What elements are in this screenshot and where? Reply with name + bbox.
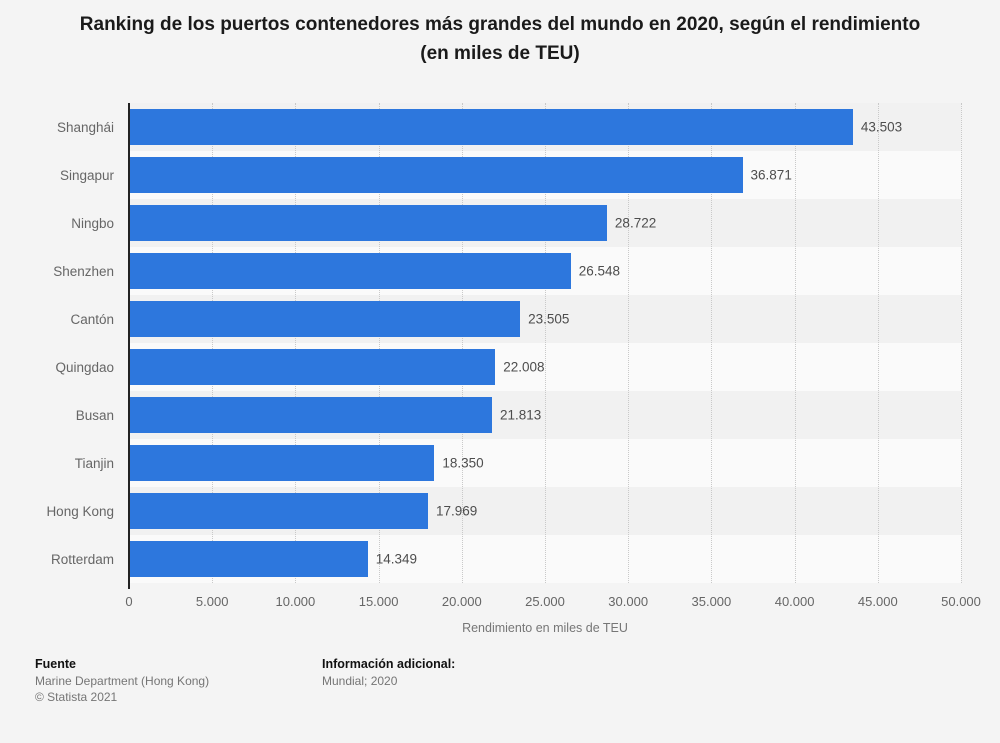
chart-title: Ranking de los puertos contenedores más … [79, 14, 921, 64]
category-labels: Shanghái Singapur Ningbo Shenzhen Cantón Quin… [0, 103, 114, 583]
value-label: 26.548 [578, 263, 621, 279]
x-axis-title: Rendimiento en miles de TEU [462, 621, 628, 635]
x-tick-label: 0 [125, 594, 133, 609]
copyright-notice: © Statista 2021 [35, 690, 118, 704]
x-tick-label: 20.000 [441, 594, 482, 609]
y-axis-line [128, 103, 130, 589]
gridline [461, 103, 463, 583]
bar [129, 349, 496, 385]
additional-info-value: Mundial; 2020 [322, 674, 398, 688]
category-label: Singapur [59, 167, 114, 183]
x-tick-label: 10.000 [275, 594, 316, 609]
x-tick-label: 40.000 [774, 594, 815, 609]
gridline [961, 103, 962, 583]
value-label: 22.008 [503, 359, 545, 375]
source-block: Fuente Marine Department (Hong Kong) © S… [35, 656, 209, 705]
additional-info-heading: Información adicional: [322, 657, 456, 671]
category-label: Hong Kong [46, 503, 114, 519]
value-label: 28.722 [614, 215, 657, 231]
value-label: 36.871 [750, 167, 792, 183]
value-label: 23.505 [528, 311, 570, 327]
plot-area: 43.503 36.871 28.722 26.548 23.505 22.008 21.8… [129, 103, 962, 583]
category-label: Rotterdam [50, 551, 114, 567]
gridline [877, 103, 879, 583]
category-label: Busan [75, 407, 114, 423]
category-label: Shanghái [56, 119, 114, 135]
source-heading: Fuente [35, 657, 76, 671]
bar [129, 493, 428, 529]
value-label: 21.813 [499, 407, 542, 423]
x-tick-label: 15.000 [358, 594, 399, 609]
category-label: Tianjin [74, 455, 114, 471]
category-label: Shenzhen [53, 263, 114, 279]
bar [129, 445, 435, 481]
source-name: Marine Department (Hong Kong) [35, 674, 210, 688]
gridline [212, 103, 214, 583]
gridline [295, 103, 297, 583]
value-label: 18.350 [442, 455, 484, 471]
footer: Fuente Marine Department (Hong Kong) © S… [0, 652, 1000, 743]
bar [129, 157, 743, 193]
category-label: Cantón [70, 311, 114, 327]
x-axis-ticks: 0 5.000 10.000 15.000 20.000 25.000 30.000 35.0… [0, 594, 1000, 610]
bar [129, 205, 607, 241]
gridline [378, 103, 380, 583]
chart-area: Shanghái Singapur Ningbo Shenzhen Cantón Quin… [0, 103, 1000, 635]
x-tick-label: 25.000 [525, 594, 565, 609]
x-tick-label: 30.000 [608, 594, 649, 609]
value-label: 14.349 [375, 551, 418, 567]
bar [129, 253, 571, 289]
x-tick-label: 50.000 [941, 594, 981, 609]
bar [129, 109, 853, 145]
gridline [711, 103, 713, 583]
gridline [794, 103, 796, 583]
additional-info-block: Información adicional: Mundial; 2020 [322, 656, 455, 689]
category-label: Quingdao [55, 359, 114, 375]
bar [129, 397, 492, 433]
x-tick-label: 5.000 [195, 594, 229, 609]
bar [129, 301, 521, 337]
x-tick-label: 35.000 [691, 594, 732, 609]
gridline [628, 103, 630, 583]
x-tick-label: 45.000 [857, 594, 898, 609]
bar [129, 541, 368, 577]
value-label: 17.969 [436, 503, 478, 519]
value-label: 43.503 [860, 119, 903, 135]
category-label: Ningbo [71, 215, 114, 231]
gridline [545, 103, 546, 583]
